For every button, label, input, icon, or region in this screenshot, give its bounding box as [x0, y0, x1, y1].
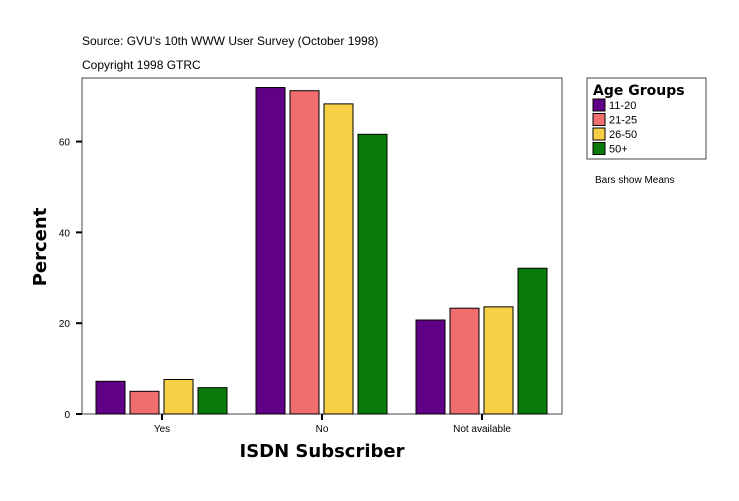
legend-label: 50+	[609, 144, 628, 156]
bar-26-50-not-available	[483, 306, 514, 415]
x-axis-label: ISDN Subscriber	[240, 441, 405, 462]
x-tick-label: No	[316, 424, 329, 435]
y-tick-label: 20	[59, 319, 71, 330]
bar-26-50-no	[323, 103, 354, 415]
bar-21-25-no	[289, 90, 320, 415]
legend-swatch	[592, 113, 606, 126]
bar-50+-not-available	[517, 267, 548, 415]
y-tick-label: 40	[59, 228, 71, 239]
note-text: Bars show Means	[595, 175, 674, 186]
bar-50+-yes	[197, 387, 228, 415]
legend-swatch	[592, 98, 606, 112]
y-tick-label: 0	[64, 410, 70, 421]
legend-title: Age Groups	[593, 83, 685, 99]
x-tick-label: Yes	[154, 424, 170, 435]
source-text: Source: GVU's 10th WWW User Survey (Octo…	[82, 34, 378, 48]
bar-11-20-yes	[95, 380, 126, 415]
bar-26-50-yes	[163, 378, 194, 415]
bar-50+-no	[357, 133, 388, 415]
plot-area	[81, 77, 563, 415]
bar-21-25-not-available	[449, 307, 480, 415]
y-tick-label: 60	[59, 138, 71, 149]
x-tick-label: Not available	[453, 424, 511, 435]
legend-swatch	[592, 142, 606, 155]
legend-swatch	[592, 127, 606, 141]
legend-label: 21-25	[609, 115, 637, 127]
legend-box	[586, 77, 707, 160]
y-axis-label: Percent	[30, 207, 51, 286]
bar-21-25-yes	[129, 390, 160, 415]
copyright-text: Copyright 1998 GTRC	[82, 58, 201, 72]
bar-11-20-no	[255, 87, 286, 415]
bar-11-20-not-available	[415, 319, 446, 415]
legend-label: 26-50	[609, 129, 637, 141]
legend: Age Groups 11-20 21-25 26-50 50+	[586, 77, 707, 160]
legend-label: 11-20	[609, 100, 636, 112]
